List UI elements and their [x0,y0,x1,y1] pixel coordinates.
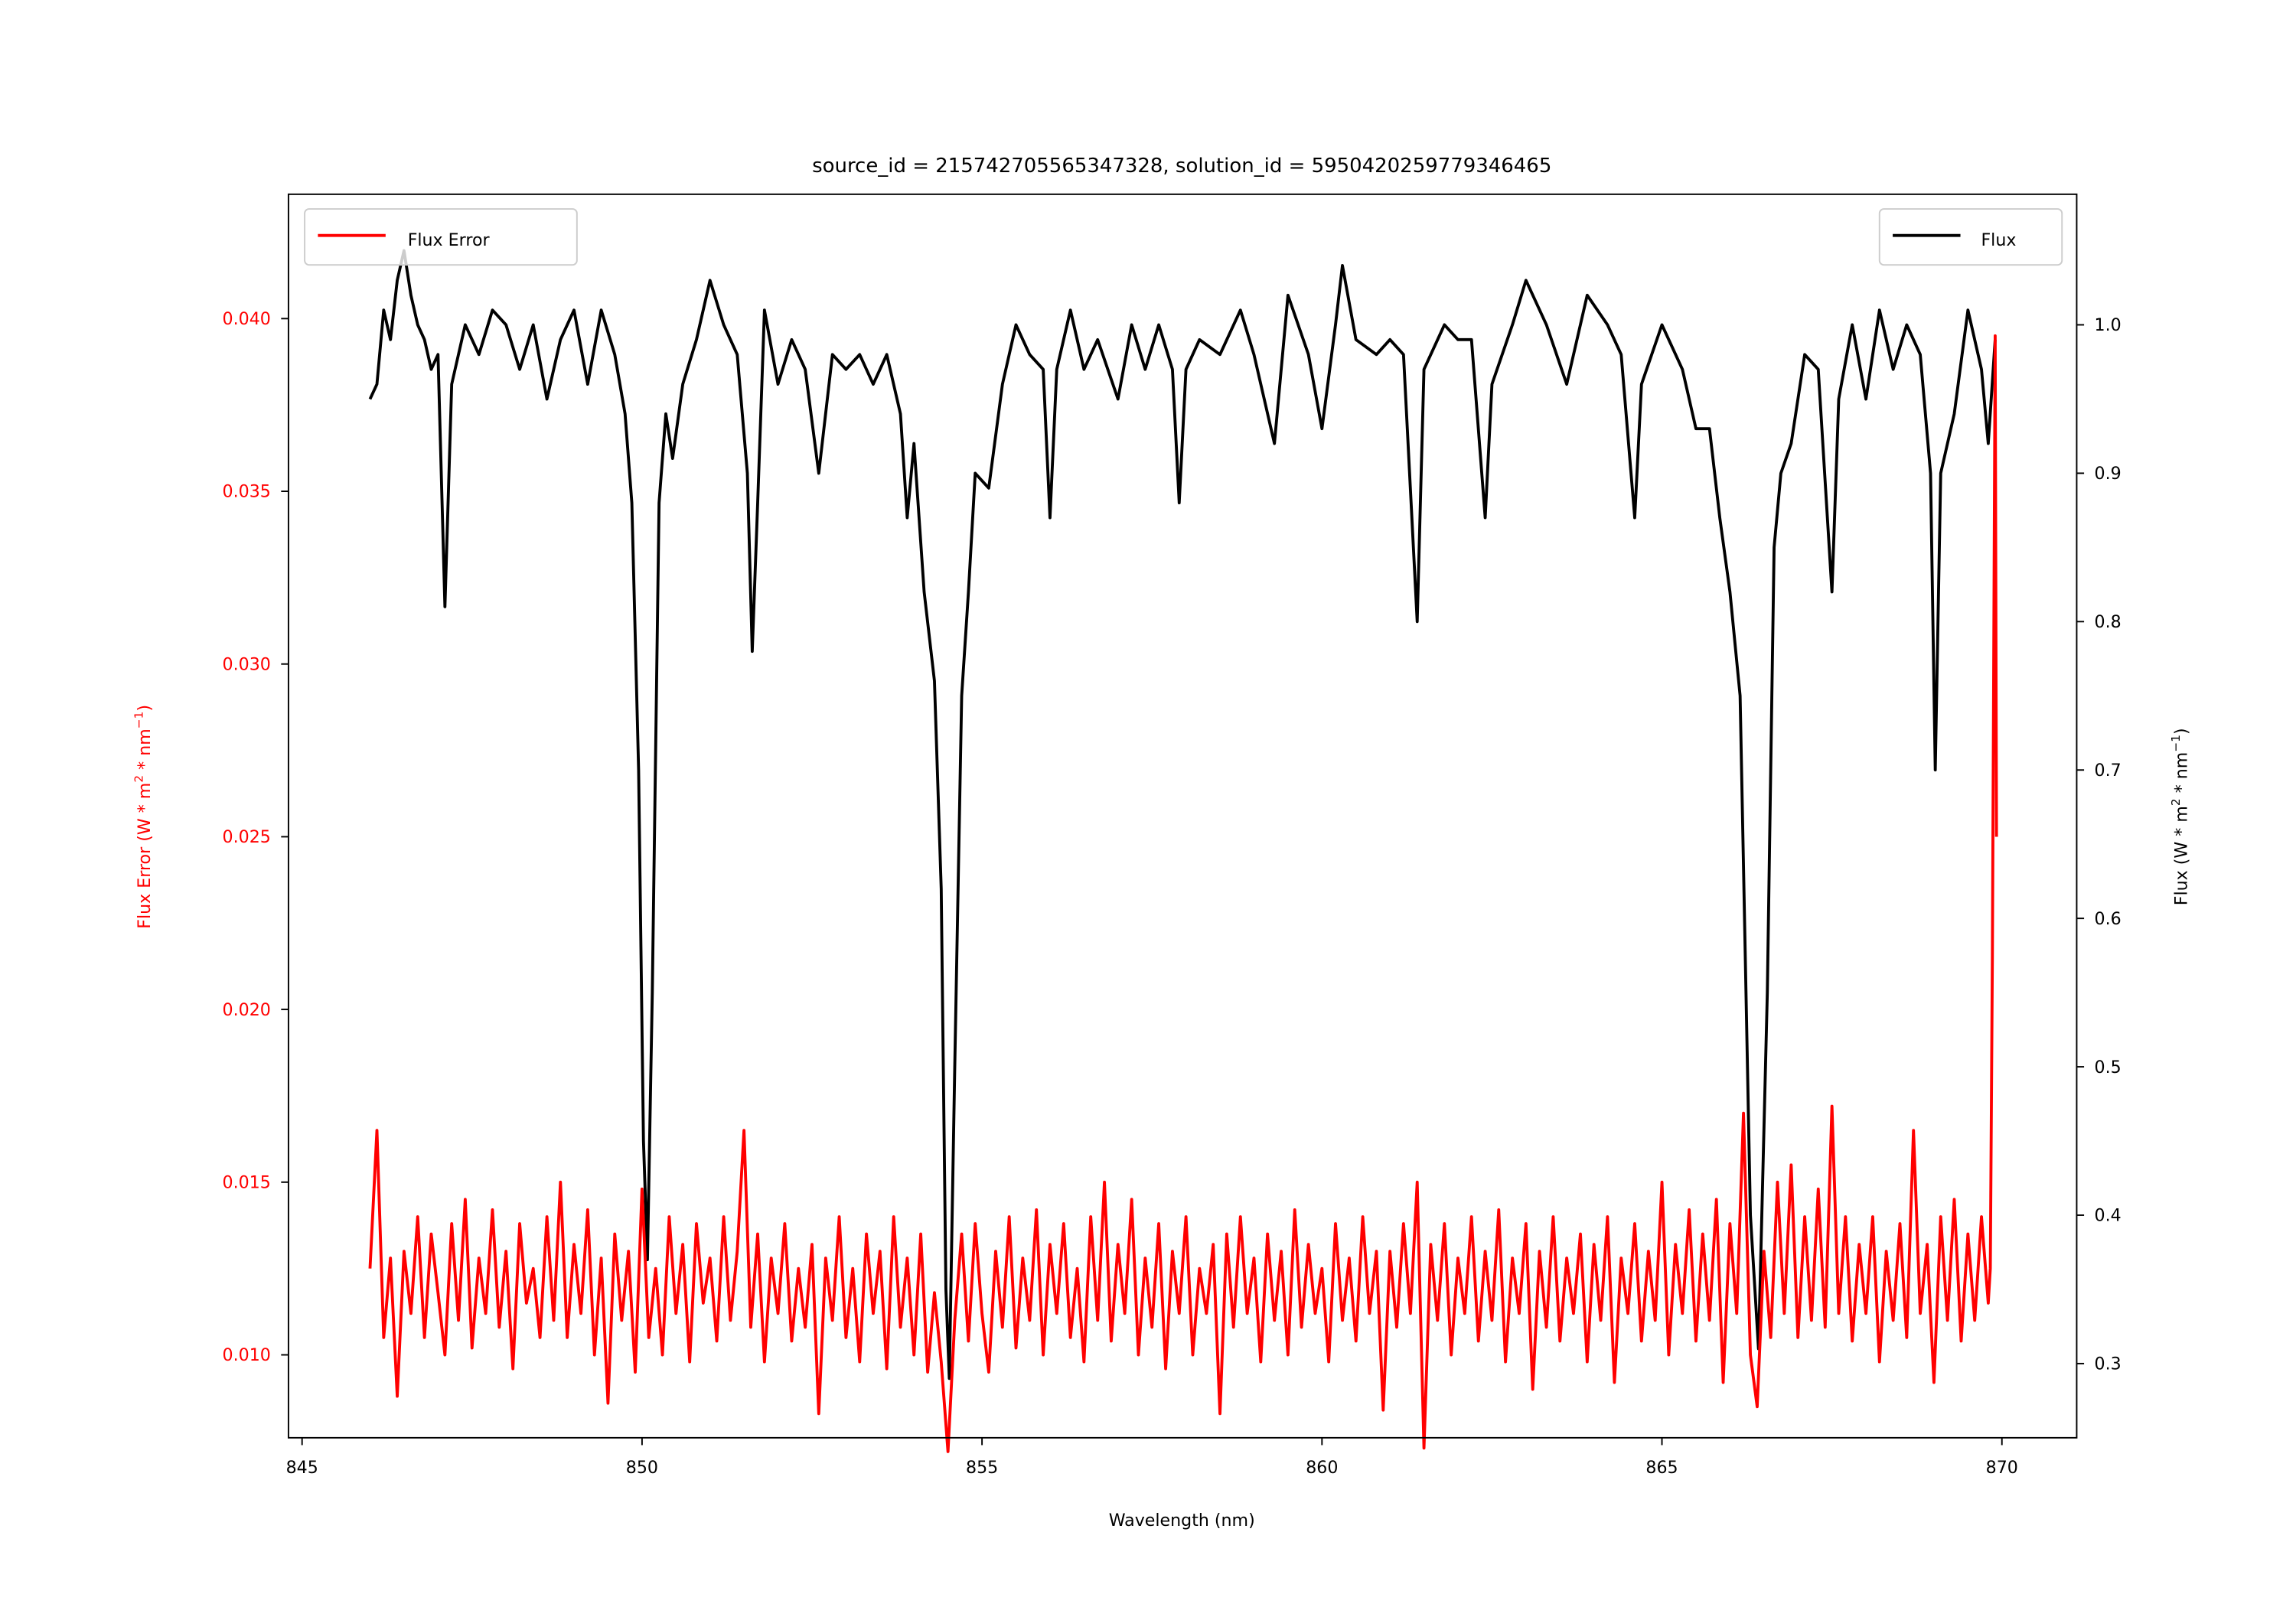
legend-flux: Flux [1878,208,2063,266]
right-y-tick-label: 0.6 [2095,909,2122,929]
left-y-tick-label: 0.035 [223,482,271,502]
right-y-tick-label: 1.0 [2095,315,2122,335]
x-tick-label: 865 [1645,1458,1678,1478]
right-y-axis: 0.3 0.4 0.5 0.6 0.7 0.8 0.9 1.0 [2076,315,2122,1374]
right-y-tick-label: 0.9 [2095,464,2122,484]
left-y-tick-label: 0.030 [223,654,271,674]
plot-area [368,249,1998,1453]
left-y-axis: 0.010 0.015 0.020 0.025 0.030 0.035 0.040 [223,309,289,1365]
x-tick-label: 860 [1306,1458,1338,1478]
left-y-tick-label: 0.025 [223,827,271,847]
series-line-flux [368,249,1997,1380]
right-y-tick-label: 0.7 [2095,761,2122,781]
left-y-axis-label: Flux Error (W * m2 * nm−1) [132,705,155,929]
left-y-tick-label: 0.020 [223,1000,271,1020]
right-y-tick-label: 0.3 [2095,1354,2122,1374]
axes-frame [287,193,2078,1439]
left-y-tick-label: 0.010 [223,1345,271,1365]
x-tick-label: 855 [966,1458,998,1478]
series-line-flux-error [368,334,1998,1453]
x-tick-label: 845 [286,1458,318,1478]
x-axis-label: Wavelength (nm) [1109,1511,1255,1530]
x-tick-label: 870 [1986,1458,2018,1478]
legend-box [304,208,578,266]
legend-label-flux-error: Flux Error [408,230,491,250]
right-y-axis-label: Flux (W * m2 * nm−1) [2169,728,2192,905]
chart-title: source_id = 215742705565347328, solution… [812,155,1551,178]
legend-box [1878,208,2063,266]
x-axis: 845 850 855 860 865 870 [286,1437,2018,1478]
right-y-tick-label: 0.4 [2095,1206,2122,1226]
legend-label-flux: Flux [1981,230,2016,250]
right-y-tick-label: 0.5 [2095,1058,2122,1077]
legend-flux-error: Flux Error [304,208,578,266]
x-tick-label: 850 [626,1458,658,1478]
left-y-tick-label: 0.040 [223,309,271,329]
right-y-tick-label: 0.8 [2095,612,2122,632]
left-y-tick-label: 0.015 [223,1173,271,1193]
